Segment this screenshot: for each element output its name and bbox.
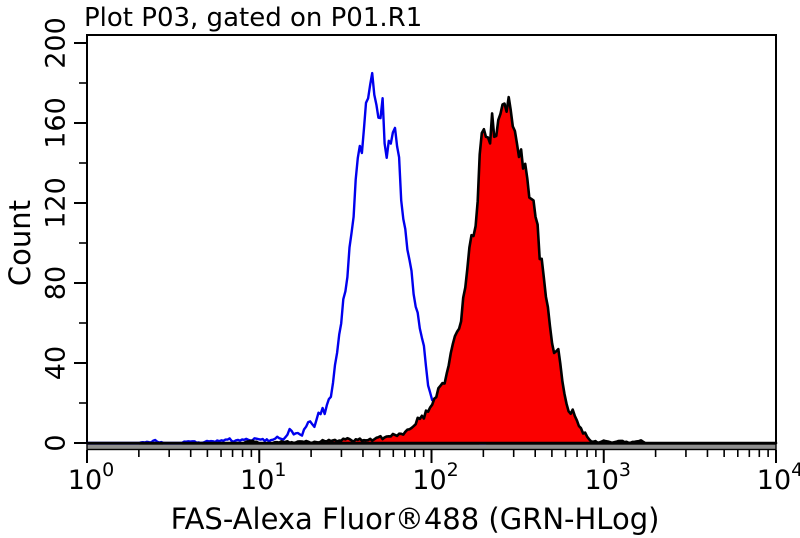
- x-tick-label-10e4: 104: [757, 459, 800, 496]
- x-tick-label-10e2: 102: [412, 459, 458, 496]
- axis-tick-labels: 0 40 80 120 160 200 100 101 102 103 104: [41, 17, 800, 496]
- plot-baseline-band: [86, 443, 777, 451]
- y-axis-title: Count: [3, 200, 37, 286]
- x-tick-label-10e1: 101: [240, 459, 286, 496]
- y-tick-label-160: 160: [41, 97, 72, 149]
- y-tick-label-120: 120: [41, 177, 72, 229]
- histogram-curves: [85, 71, 778, 445]
- filled-red-histogram: [85, 95, 778, 445]
- x-axis-title: FAS-Alexa Fluor®488 (GRN-HLog): [171, 502, 660, 536]
- open-blue-histogram: [85, 71, 488, 445]
- axis-ticks: [74, 42, 777, 463]
- x-tick-label-10e0: 100: [68, 459, 114, 496]
- plot-area-frame: [86, 34, 777, 444]
- y-tick-label-40: 40: [41, 346, 72, 380]
- y-tick-label-200: 200: [41, 17, 72, 69]
- x-tick-label-10e3: 103: [585, 459, 631, 496]
- chart-title: Plot P03, gated on P01.R1: [84, 3, 422, 33]
- y-tick-label-80: 80: [41, 266, 72, 300]
- y-tick-label-0: 0: [41, 434, 72, 451]
